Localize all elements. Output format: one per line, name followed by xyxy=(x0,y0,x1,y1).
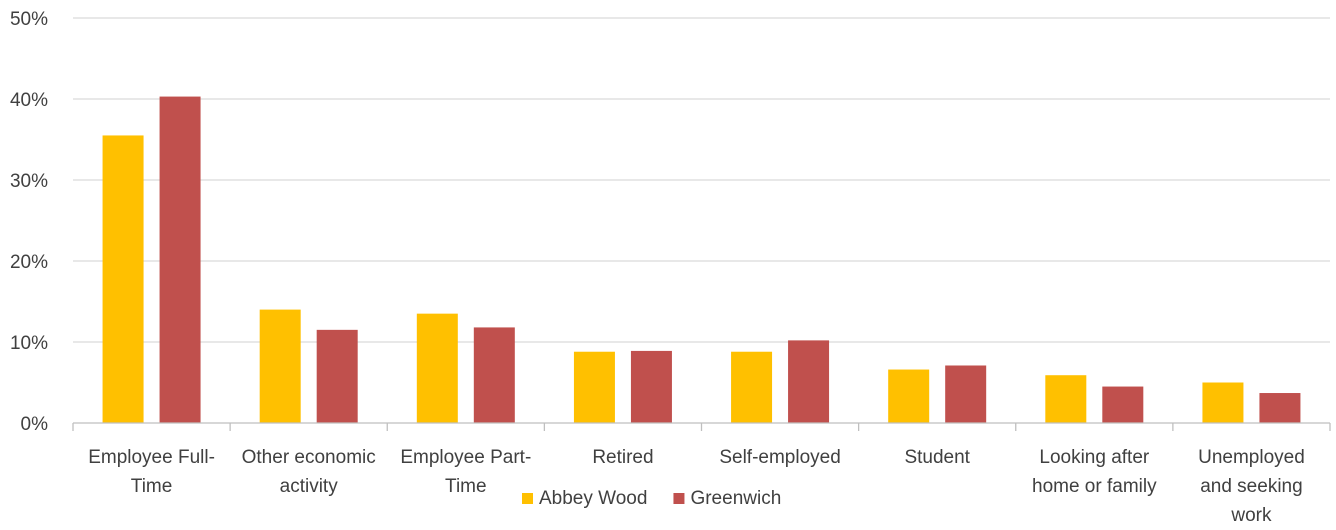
y-tick-label: 40% xyxy=(10,90,48,111)
x-category-label: Self-employed xyxy=(719,447,840,468)
bar-abbey-wood xyxy=(888,369,930,423)
bar-abbey-wood xyxy=(573,351,615,423)
y-tick-label: 30% xyxy=(10,171,48,192)
legend: Abbey Wood Greenwich xyxy=(522,488,781,509)
bar-abbey-wood xyxy=(102,135,144,423)
bar-greenwich xyxy=(159,96,201,423)
bars xyxy=(102,96,1301,423)
bar-greenwich xyxy=(788,340,830,423)
x-category-label: Employee Full-Time xyxy=(88,447,215,497)
bar-greenwich xyxy=(945,365,987,423)
bar-abbey-wood xyxy=(416,313,458,423)
x-category-label: Employee Part-Time xyxy=(400,447,531,497)
bar-greenwich xyxy=(473,327,515,423)
bar-abbey-wood xyxy=(1045,375,1087,423)
y-tick-label: 0% xyxy=(21,414,49,435)
bar-abbey-wood xyxy=(259,309,301,423)
legend-label: Greenwich xyxy=(690,488,781,509)
x-category-label: Unemployed and seeking work xyxy=(1198,447,1305,526)
y-tick-label: 50% xyxy=(10,9,48,30)
gridlines xyxy=(73,17,1330,343)
x-category-label: Other economic activity xyxy=(242,447,376,497)
bar-greenwich xyxy=(630,350,672,423)
y-tick-label: 10% xyxy=(10,333,48,354)
x-category-label: Looking after home or family xyxy=(1032,447,1157,497)
y-axis: 0% 10% 20% 30% 40% 50% xyxy=(10,9,48,435)
legend-swatch xyxy=(673,493,685,504)
x-category-label: Retired xyxy=(592,447,653,468)
bar-greenwich xyxy=(1102,386,1144,423)
bar-greenwich xyxy=(316,329,358,423)
x-category-label: Student xyxy=(904,447,970,468)
bar-greenwich xyxy=(1259,393,1301,423)
legend-label: Abbey Wood xyxy=(539,488,647,509)
legend-swatch xyxy=(522,493,533,504)
bar-abbey-wood xyxy=(1202,382,1244,423)
y-tick-label: 20% xyxy=(10,252,48,273)
x-axis: Employee Full-Time Other economic activity… xyxy=(72,422,1331,526)
bar-abbey-wood xyxy=(731,351,773,423)
